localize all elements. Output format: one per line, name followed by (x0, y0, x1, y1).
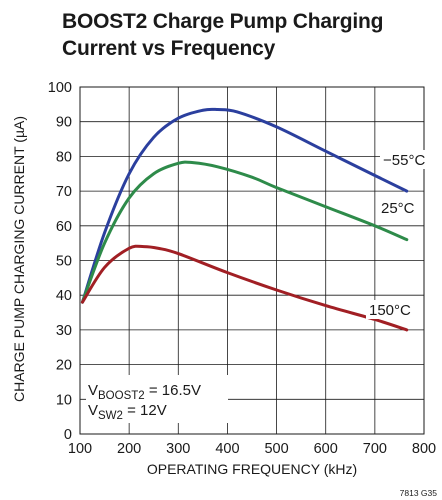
figure-code: 7813 G35 (400, 488, 438, 498)
y-tick-label: 60 (56, 219, 72, 235)
x-tick-label: 100 (68, 441, 92, 457)
y-tick-label: 10 (56, 392, 72, 408)
x-tick-label: 800 (412, 441, 436, 457)
y-tick-label: 40 (56, 288, 72, 304)
sw-v: V (88, 402, 98, 419)
sw-value: = 12V (123, 402, 167, 419)
series-line-25c (80, 160, 409, 304)
x-tick-label: 200 (117, 441, 141, 457)
boost-voltage-annotation: VBOOST2 = 16.5V (88, 382, 201, 402)
chart-title-line-2: Current vs Frequency (62, 37, 276, 60)
sw-voltage-annotation: VSW2 = 12V (88, 402, 167, 422)
series-label-bg-25 (378, 198, 420, 217)
series-label-150: 150°C (369, 302, 411, 319)
y-tick-label: 100 (48, 80, 72, 96)
series-line-150c (80, 244, 409, 332)
chart-title-line-1: BOOST2 Charge Pump Charging (62, 10, 384, 33)
y-tick-label: 70 (56, 184, 72, 200)
series-line-neg55c (80, 107, 409, 304)
y-tick-label: 50 (56, 254, 72, 270)
y-tick-label: 80 (56, 149, 72, 165)
x-axis-label: OPERATING FREQUENCY (kHz) (147, 461, 357, 477)
y-tick-label: 0 (64, 427, 72, 443)
boost-value: = 16.5V (145, 382, 201, 399)
series-group (80, 107, 409, 332)
chart-title: BOOST2 Charge Pump Charging Current vs F… (62, 8, 432, 62)
x-tick-label: 500 (264, 441, 288, 457)
boost-sub: BOOST2 (98, 390, 145, 402)
sw-sub: SW2 (98, 410, 123, 422)
tick-labels: 100 200 300 400 500 600 700 800 0 10 20 30 40 50 60 70 8… (48, 80, 436, 457)
x-tick-label: 300 (166, 441, 190, 457)
y-tick-label: 30 (56, 323, 72, 339)
annotation-background (86, 375, 228, 423)
boost-v: V (88, 382, 98, 399)
series-label-neg55: −55°C (383, 152, 425, 169)
y-tick-label: 20 (56, 358, 72, 374)
y-axis-label: CHARGE PUMP CHARGING CURRENT (µA) (11, 116, 27, 402)
series-label-25: 25°C (381, 200, 415, 217)
series-label-bg-150 (366, 300, 420, 319)
x-tick-label: 400 (215, 441, 239, 457)
plot-frame (79, 86, 425, 435)
x-tick-label: 600 (314, 441, 338, 457)
y-tick-label: 90 (56, 115, 72, 131)
x-tick-label: 700 (363, 441, 387, 457)
series-label-bg-neg55 (380, 150, 428, 169)
